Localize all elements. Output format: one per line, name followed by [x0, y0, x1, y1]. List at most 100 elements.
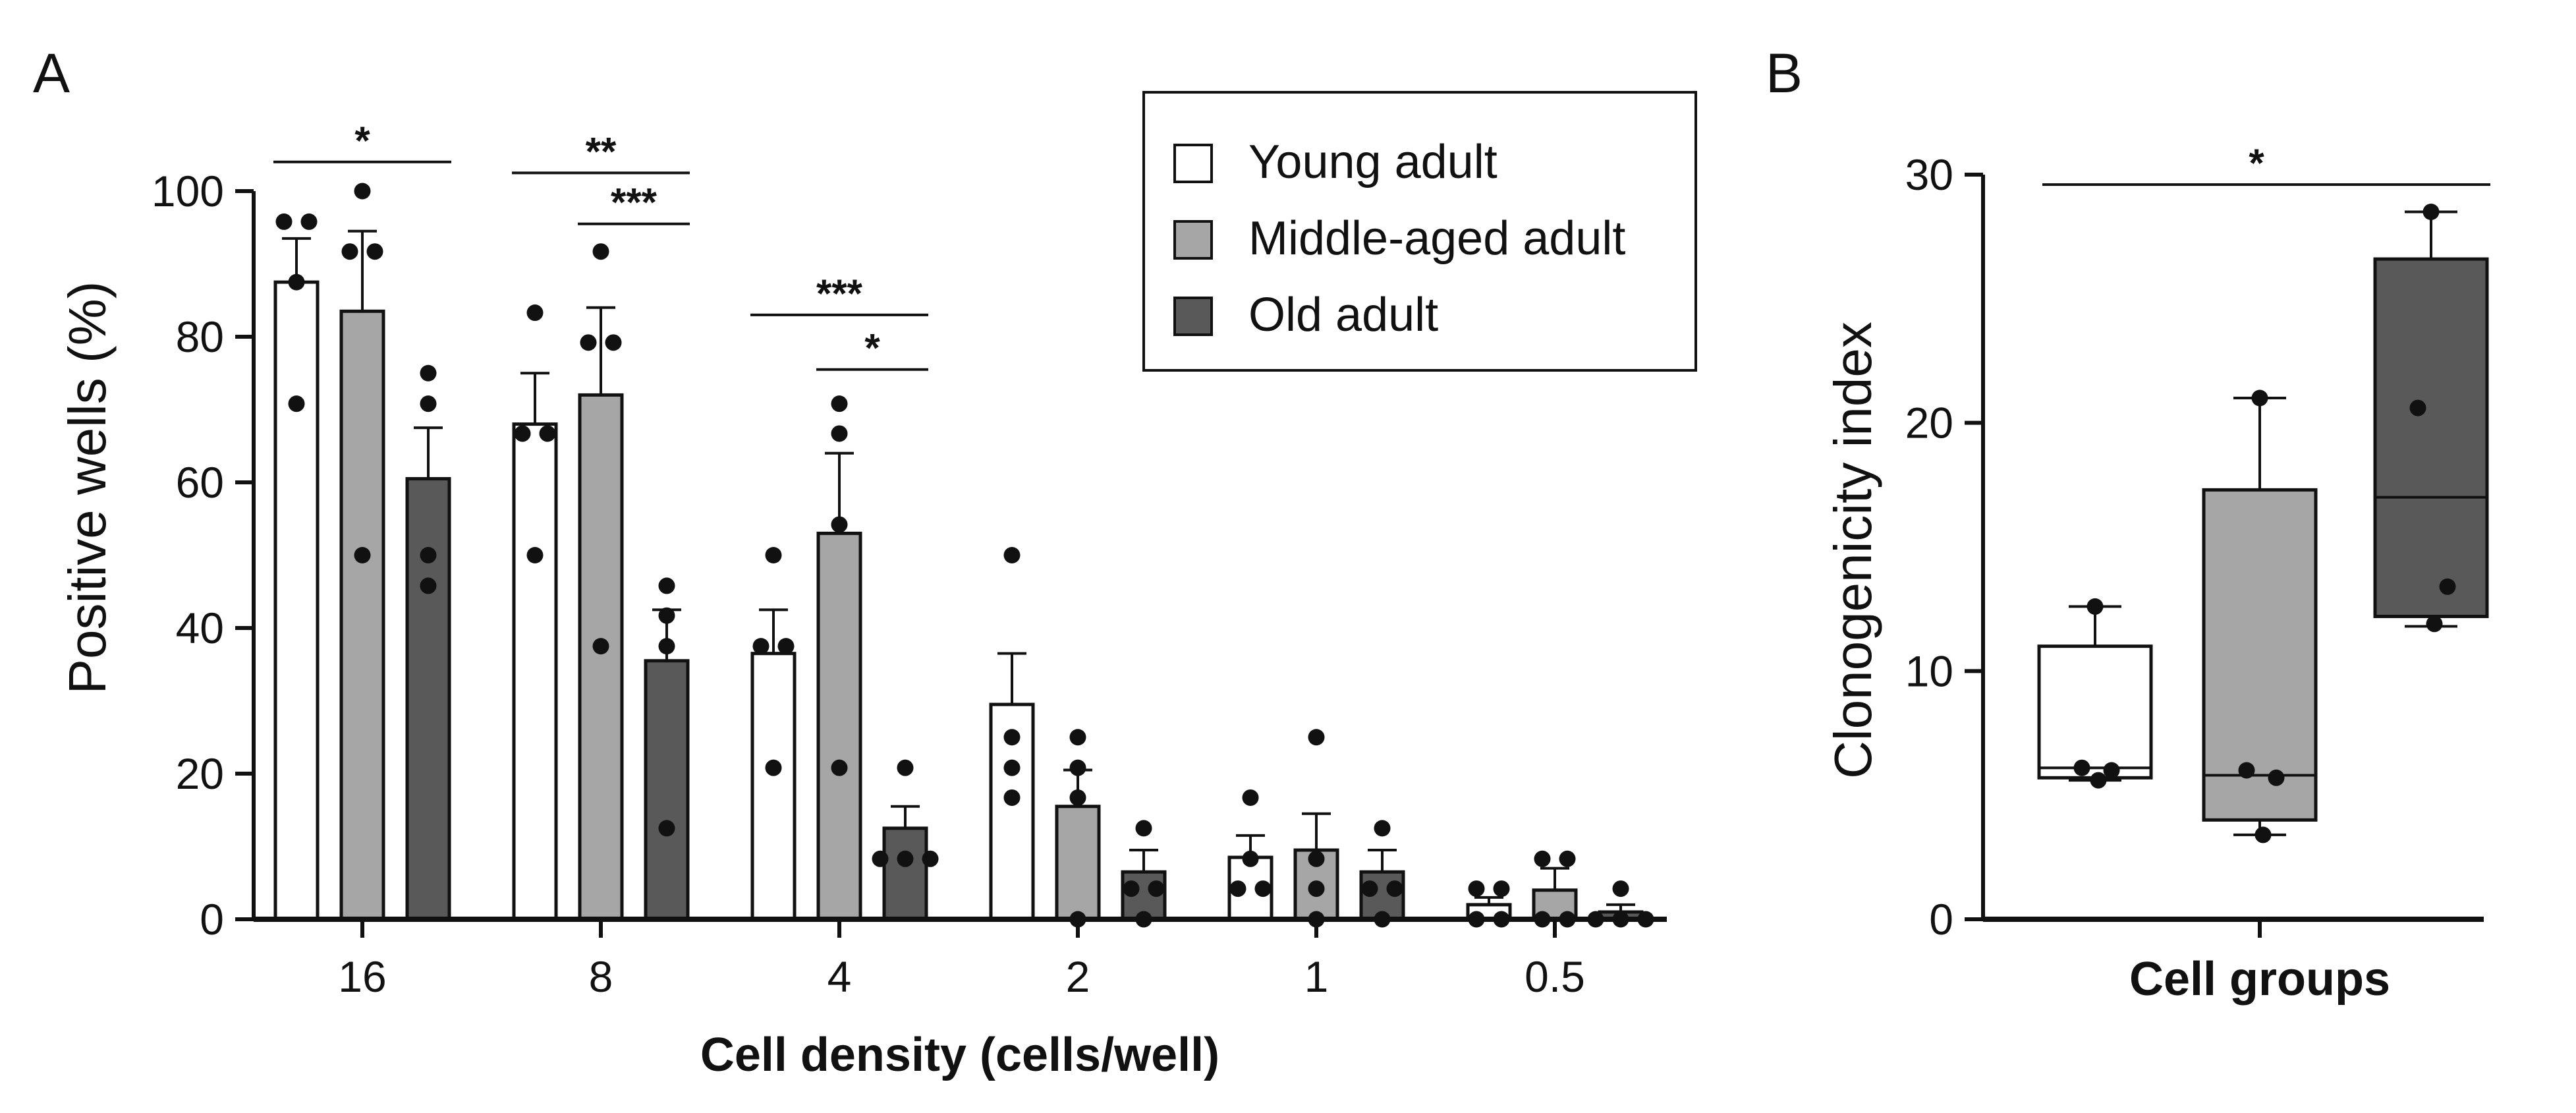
data-point-middle-aged-adult-16-3	[354, 547, 371, 563]
y-tick-label-b-0: 0	[1929, 895, 1953, 944]
significance-label-a-2: ***	[611, 181, 658, 225]
x-tick-label-a-0-5: 0.5	[1525, 952, 1585, 1001]
x-tick-label-a-8: 8	[589, 952, 613, 1001]
data-point-young-adult-8-2	[540, 425, 556, 442]
data-point-middle-aged-adult-16-1	[342, 243, 358, 260]
data-point-old-adult-0	[2423, 204, 2440, 220]
data-point-young-adult-16-2	[289, 274, 305, 291]
y-tick-label-a-100: 100	[152, 167, 224, 215]
data-point-old-adult-8-3	[659, 820, 675, 836]
data-point-young-adult-4-3	[766, 760, 782, 776]
box-plot-clonogenicity: Clonogenicity index Cell groups 0 10 20 30 *	[1824, 141, 2490, 1006]
significance-label-a-4: *	[864, 326, 880, 370]
data-point-old-adult-16-2	[420, 547, 437, 563]
panel-label-a: A	[33, 42, 70, 104]
data-point-middle-aged-adult-1-2	[1308, 880, 1325, 897]
data-point-young-adult-0-5-1	[1494, 880, 1510, 897]
data-point-old-adult-4-1	[872, 851, 889, 867]
data-point-young-adult-2-3	[1004, 789, 1021, 806]
data-point-middle-aged-adult-4-2	[831, 517, 848, 533]
significance-label-a-1: **	[586, 129, 617, 173]
y-tick-label-b-20: 20	[1905, 399, 1953, 447]
data-point-old-adult-0-5-0	[1613, 880, 1629, 897]
bar-old-adult-16	[407, 478, 449, 919]
y-tick-label-b-30: 30	[1905, 150, 1953, 199]
bar-young-adult-8	[514, 424, 556, 919]
data-point-middle-aged-adult-2-2	[1070, 789, 1086, 806]
data-point-young-adult-2-2	[1004, 760, 1021, 776]
data-point-middle-aged-adult-0	[2252, 390, 2268, 407]
legend-swatch-old-adult	[1175, 298, 1212, 335]
bar-middle-aged-adult-2	[1057, 807, 1099, 919]
data-point-old-adult-1-0	[1374, 820, 1391, 836]
data-point-middle-aged-adult-16-2	[367, 243, 383, 260]
data-point-old-adult-2-1	[1123, 880, 1140, 897]
figure: A B Positive wells (%) Cell density (cel…	[0, 0, 2576, 1113]
data-point-middle-aged-adult-4-1	[831, 425, 848, 442]
data-point-young-adult-1	[2074, 760, 2090, 776]
data-point-old-adult-4-0	[897, 760, 914, 776]
data-point-old-adult-1-2	[1387, 880, 1403, 897]
data-point-middle-aged-adult-16-0	[354, 183, 371, 200]
data-point-young-adult-0-5-0	[1469, 880, 1485, 897]
data-point-middle-aged-adult-8-2	[605, 334, 622, 351]
data-point-middle-aged-adult-1	[2239, 762, 2255, 779]
data-point-old-adult-2	[2440, 579, 2456, 595]
data-point-middle-aged-adult-8-3	[593, 638, 609, 654]
data-point-young-adult-1-1	[1243, 851, 1259, 867]
y-axis-label-b: Clonogenicity index	[1824, 322, 1882, 779]
x-tick-label-a-2: 2	[1066, 952, 1090, 1001]
data-point-middle-aged-adult-2-0	[1070, 729, 1086, 745]
data-point-middle-aged-adult-0-5-0	[1534, 851, 1551, 867]
data-point-young-adult-1-3	[1255, 880, 1272, 897]
data-point-young-adult-2-1	[1004, 729, 1021, 745]
data-point-young-adult-4-0	[766, 547, 782, 563]
data-point-young-adult-2	[2104, 762, 2120, 779]
data-point-old-adult-1	[2410, 400, 2426, 416]
legend-label-young-adult: Young adult	[1248, 136, 1498, 188]
data-point-middle-aged-adult-8-0	[593, 243, 609, 260]
bar-middle-aged-adult-4	[818, 533, 860, 919]
legend-swatch-young-adult	[1175, 145, 1212, 182]
bar-young-adult-16	[275, 282, 318, 919]
data-point-middle-aged-adult-2-1	[1070, 760, 1086, 776]
data-point-old-adult-16-3	[420, 577, 437, 594]
data-point-young-adult-16-3	[289, 395, 305, 412]
y-tick-label-a-40: 40	[176, 604, 224, 652]
panel-label-b: B	[1766, 42, 1803, 104]
significance-label-b-0: *	[2249, 141, 2264, 185]
bar-middle-aged-adult-16	[341, 311, 383, 919]
x-axis-label-b: Cell groups	[2129, 953, 2390, 1006]
data-point-old-adult-1-1	[1362, 880, 1378, 897]
data-point-middle-aged-adult-2	[2268, 770, 2285, 786]
x-tick-label-a-16: 16	[338, 952, 386, 1001]
data-point-young-adult-8-1	[515, 425, 531, 442]
significance-label-a-0: *	[354, 119, 370, 163]
bar-old-adult-4	[884, 828, 926, 919]
data-point-young-adult-1-2	[1230, 880, 1246, 897]
legend: Young adult Middle-aged adult Old adult	[1144, 92, 1696, 370]
data-point-young-adult-16-0	[276, 214, 293, 230]
data-point-middle-aged-adult-4-3	[831, 760, 848, 776]
data-point-old-adult-8-0	[659, 577, 675, 594]
y-tick-label-a-60: 60	[176, 458, 224, 507]
bar-middle-aged-adult-8	[580, 395, 622, 919]
data-point-young-adult-16-1	[301, 214, 318, 230]
bar-old-adult-8	[646, 661, 688, 919]
significance-label-a-3: ***	[816, 271, 863, 316]
y-tick-label-a-80: 80	[176, 312, 224, 361]
data-point-old-adult-16-0	[420, 365, 437, 382]
data-point-middle-aged-adult-0-5-1	[1559, 851, 1576, 867]
y-axis-label-a: Positive wells (%)	[58, 281, 117, 695]
data-point-old-adult-3	[2426, 615, 2443, 632]
data-point-old-adult-16-1	[420, 395, 437, 412]
data-point-old-adult-4-2	[897, 851, 914, 867]
data-point-old-adult-8-1	[659, 608, 675, 624]
box-old-adult	[2375, 259, 2487, 616]
data-point-old-adult-2-0	[1136, 820, 1152, 836]
y-tick-label-a-20: 20	[176, 749, 224, 798]
data-point-middle-aged-adult-4-0	[831, 395, 848, 412]
y-tick-label-a-0: 0	[200, 895, 224, 944]
x-tick-label-a-4: 4	[827, 952, 852, 1001]
data-point-middle-aged-adult-8-1	[580, 334, 597, 351]
